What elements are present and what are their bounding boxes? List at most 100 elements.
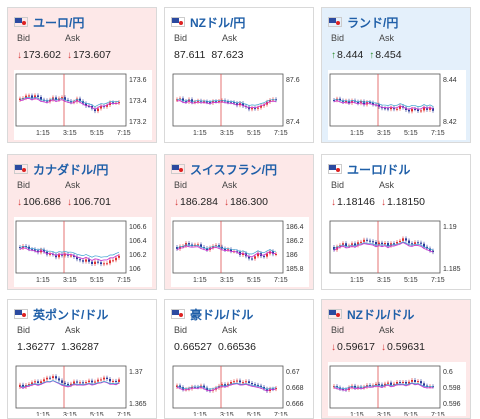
ask-value: 1.18150 xyxy=(386,196,425,208)
card-header: ランド/円 xyxy=(328,14,398,30)
x-tick-label: 5:15 xyxy=(404,412,418,416)
currency-card[interactable]: 豪ドル/ドル Bid Ask 0.66527 0.66536 0.67 0.668 0.666… xyxy=(164,299,314,419)
ask-label: Ask xyxy=(379,180,395,190)
x-tick-label: 3:15 xyxy=(63,130,77,137)
ch-jp-flag-icon xyxy=(171,164,185,174)
x-tick-label: 7:15 xyxy=(117,277,131,284)
currency-card[interactable]: スイスフラン/円 Bid Ask ↓186.284 ↓186.300 186.4 186.2… xyxy=(164,154,314,290)
x-tick-label: 1:15 xyxy=(193,277,207,284)
y-tick-label: 87.6 xyxy=(286,77,300,84)
price-values: ↑8.444 ↑8.454 xyxy=(331,49,408,61)
y-tick-label: 106.2 xyxy=(129,252,147,259)
card-header: カナダドル/円 xyxy=(14,161,108,177)
y-tick-label: 106 xyxy=(129,266,141,273)
pair-link[interactable]: ユーロ/円 xyxy=(33,15,85,30)
down-arrow-icon: ↓ xyxy=(380,342,386,353)
x-tick-label: 7:15 xyxy=(431,277,445,284)
price-labels: Bid Ask xyxy=(174,180,270,190)
x-tick-label: 7:15 xyxy=(274,130,288,137)
mini-chart[interactable]: 1.37 1.365 1:15 3:15 5:15 7:15 xyxy=(14,362,152,416)
pair-link[interactable]: 豪ドル/ドル xyxy=(190,307,254,322)
bid-value: 0.66527 xyxy=(174,341,212,353)
card-header: ユーロ/ドル xyxy=(328,161,410,177)
currency-card[interactable]: NZドル/円 Bid Ask 87.611 87.623 87.6 87.4 1:15 3:15… xyxy=(164,7,314,143)
mini-chart[interactable]: 186.4 186.2 186 185.8 1:15 3:15 5:15 7:15 xyxy=(171,217,309,287)
currency-card[interactable]: ユーロ/ドル Bid Ask ↓1.18146 ↓1.18150 1.19 1.185 1:1… xyxy=(321,154,471,290)
mini-chart[interactable]: 106.6 106.4 106.2 106 1:15 3:15 5:15 7:15 xyxy=(14,217,152,287)
down-arrow-icon: ↓ xyxy=(66,50,72,61)
card-header: ユーロ/円 xyxy=(14,14,84,30)
currency-card[interactable]: ユーロ/円 Bid Ask ↓173.602 ↓173.607 173.6 173.4 173… xyxy=(7,7,157,143)
pair-link[interactable]: NZドル/ドル xyxy=(347,307,415,322)
x-tick-label: 5:15 xyxy=(404,130,418,137)
pair-link[interactable]: 英ポンド/ドル xyxy=(33,307,109,322)
pair-link[interactable]: ランド/円 xyxy=(347,15,399,30)
ask-label: Ask xyxy=(222,180,238,190)
x-tick-label: 5:15 xyxy=(90,130,104,137)
x-tick-label: 3:15 xyxy=(377,277,391,284)
bid-value: 186.284 xyxy=(180,196,218,208)
mini-chart[interactable]: 1.19 1.185 1:15 3:15 5:15 7:15 xyxy=(328,217,466,287)
bid-label: Bid xyxy=(17,325,31,335)
y-tick-label: 8.42 xyxy=(443,119,457,126)
currency-card[interactable]: ランド/円 Bid Ask ↑8.444 ↑8.454 8.44 8.42 1:15 3:15 5… xyxy=(321,7,471,143)
nz-jp-flag-icon xyxy=(171,17,185,27)
x-tick-label: 3:15 xyxy=(220,277,234,284)
y-tick-label: 106.4 xyxy=(129,238,147,245)
eu-us-flag-icon xyxy=(328,164,342,174)
y-tick-label: 186.2 xyxy=(286,238,304,245)
mini-chart[interactable]: 8.44 8.42 1:15 3:15 5:15 7:15 xyxy=(328,70,466,140)
currency-card[interactable]: NZドル/ドル Bid Ask ↓0.59617 ↓0.59631 0.6 0.598 0.5… xyxy=(321,299,471,419)
ask-value: 8.454 xyxy=(375,49,402,61)
bid-label: Bid xyxy=(174,325,188,335)
mini-chart[interactable]: 87.6 87.4 1:15 3:15 5:15 7:15 xyxy=(171,70,309,140)
bid-value: 173.602 xyxy=(23,49,61,61)
x-tick-label: 5:15 xyxy=(247,130,261,137)
pair-link[interactable]: カナダドル/円 xyxy=(33,162,109,177)
x-tick-label: 1:15 xyxy=(350,277,364,284)
x-tick-label: 7:15 xyxy=(274,277,288,284)
nz-us-flag-icon xyxy=(328,309,342,319)
y-tick-label: 1.19 xyxy=(443,224,457,231)
pair-link[interactable]: スイスフラン/円 xyxy=(190,162,277,177)
price-labels: Bid Ask xyxy=(174,325,270,335)
za-jp-flag-icon xyxy=(328,17,342,27)
price-values: 0.66527 0.66536 xyxy=(174,341,262,353)
ask-label: Ask xyxy=(65,33,81,43)
x-tick-label: 3:15 xyxy=(63,277,77,284)
card-header: NZドル/円 xyxy=(171,14,245,30)
ask-value: 0.66536 xyxy=(217,341,256,353)
price-values: ↓173.602 ↓173.607 xyxy=(17,49,117,61)
ca-jp-flag-icon xyxy=(14,164,28,174)
currency-card[interactable]: 英ポンド/ドル Bid Ask 1.36277 1.36287 1.37 1.365 1:15… xyxy=(7,299,157,419)
x-tick-label: 5:15 xyxy=(247,412,261,416)
down-arrow-icon: ↓ xyxy=(17,50,22,61)
pair-link[interactable]: ユーロ/ドル xyxy=(347,162,411,177)
price-values: ↓1.18146 ↓1.18150 xyxy=(331,196,431,208)
au-us-flag-icon xyxy=(171,309,185,319)
card-header: スイスフラン/円 xyxy=(171,161,277,177)
x-tick-label: 5:15 xyxy=(90,277,104,284)
up-arrow-icon: ↑ xyxy=(331,50,336,61)
x-tick-label: 3:15 xyxy=(63,412,77,416)
price-values: ↓186.284 ↓186.300 xyxy=(174,196,274,208)
x-tick-label: 3:15 xyxy=(220,130,234,137)
ask-label: Ask xyxy=(222,325,238,335)
x-tick-label: 5:15 xyxy=(404,277,418,284)
y-tick-label: 0.6 xyxy=(443,369,453,376)
mini-chart[interactable]: 0.6 0.598 0.596 1:15 3:15 5:15 7:15 xyxy=(328,362,466,416)
price-labels: Bid Ask xyxy=(17,180,113,190)
currency-card[interactable]: カナダドル/円 Bid Ask ↓106.686 ↓106.701 106.6 106.4 1… xyxy=(7,154,157,290)
ask-label: Ask xyxy=(379,325,395,335)
x-tick-label: 1:15 xyxy=(350,412,364,416)
pair-link[interactable]: NZドル/円 xyxy=(190,15,246,30)
x-tick-label: 1:15 xyxy=(36,412,50,416)
down-arrow-icon: ↓ xyxy=(174,197,179,208)
x-tick-label: 1:15 xyxy=(193,130,207,137)
ask-label: Ask xyxy=(65,180,81,190)
mini-chart[interactable]: 0.67 0.668 0.666 1:15 3:15 5:15 7:15 xyxy=(171,362,309,416)
ask-label: Ask xyxy=(222,33,238,43)
mini-chart[interactable]: 173.6 173.4 173.2 1:15 3:15 5:15 7:15 xyxy=(14,70,152,140)
x-tick-label: 5:15 xyxy=(247,277,261,284)
y-tick-label: 0.596 xyxy=(443,401,461,408)
